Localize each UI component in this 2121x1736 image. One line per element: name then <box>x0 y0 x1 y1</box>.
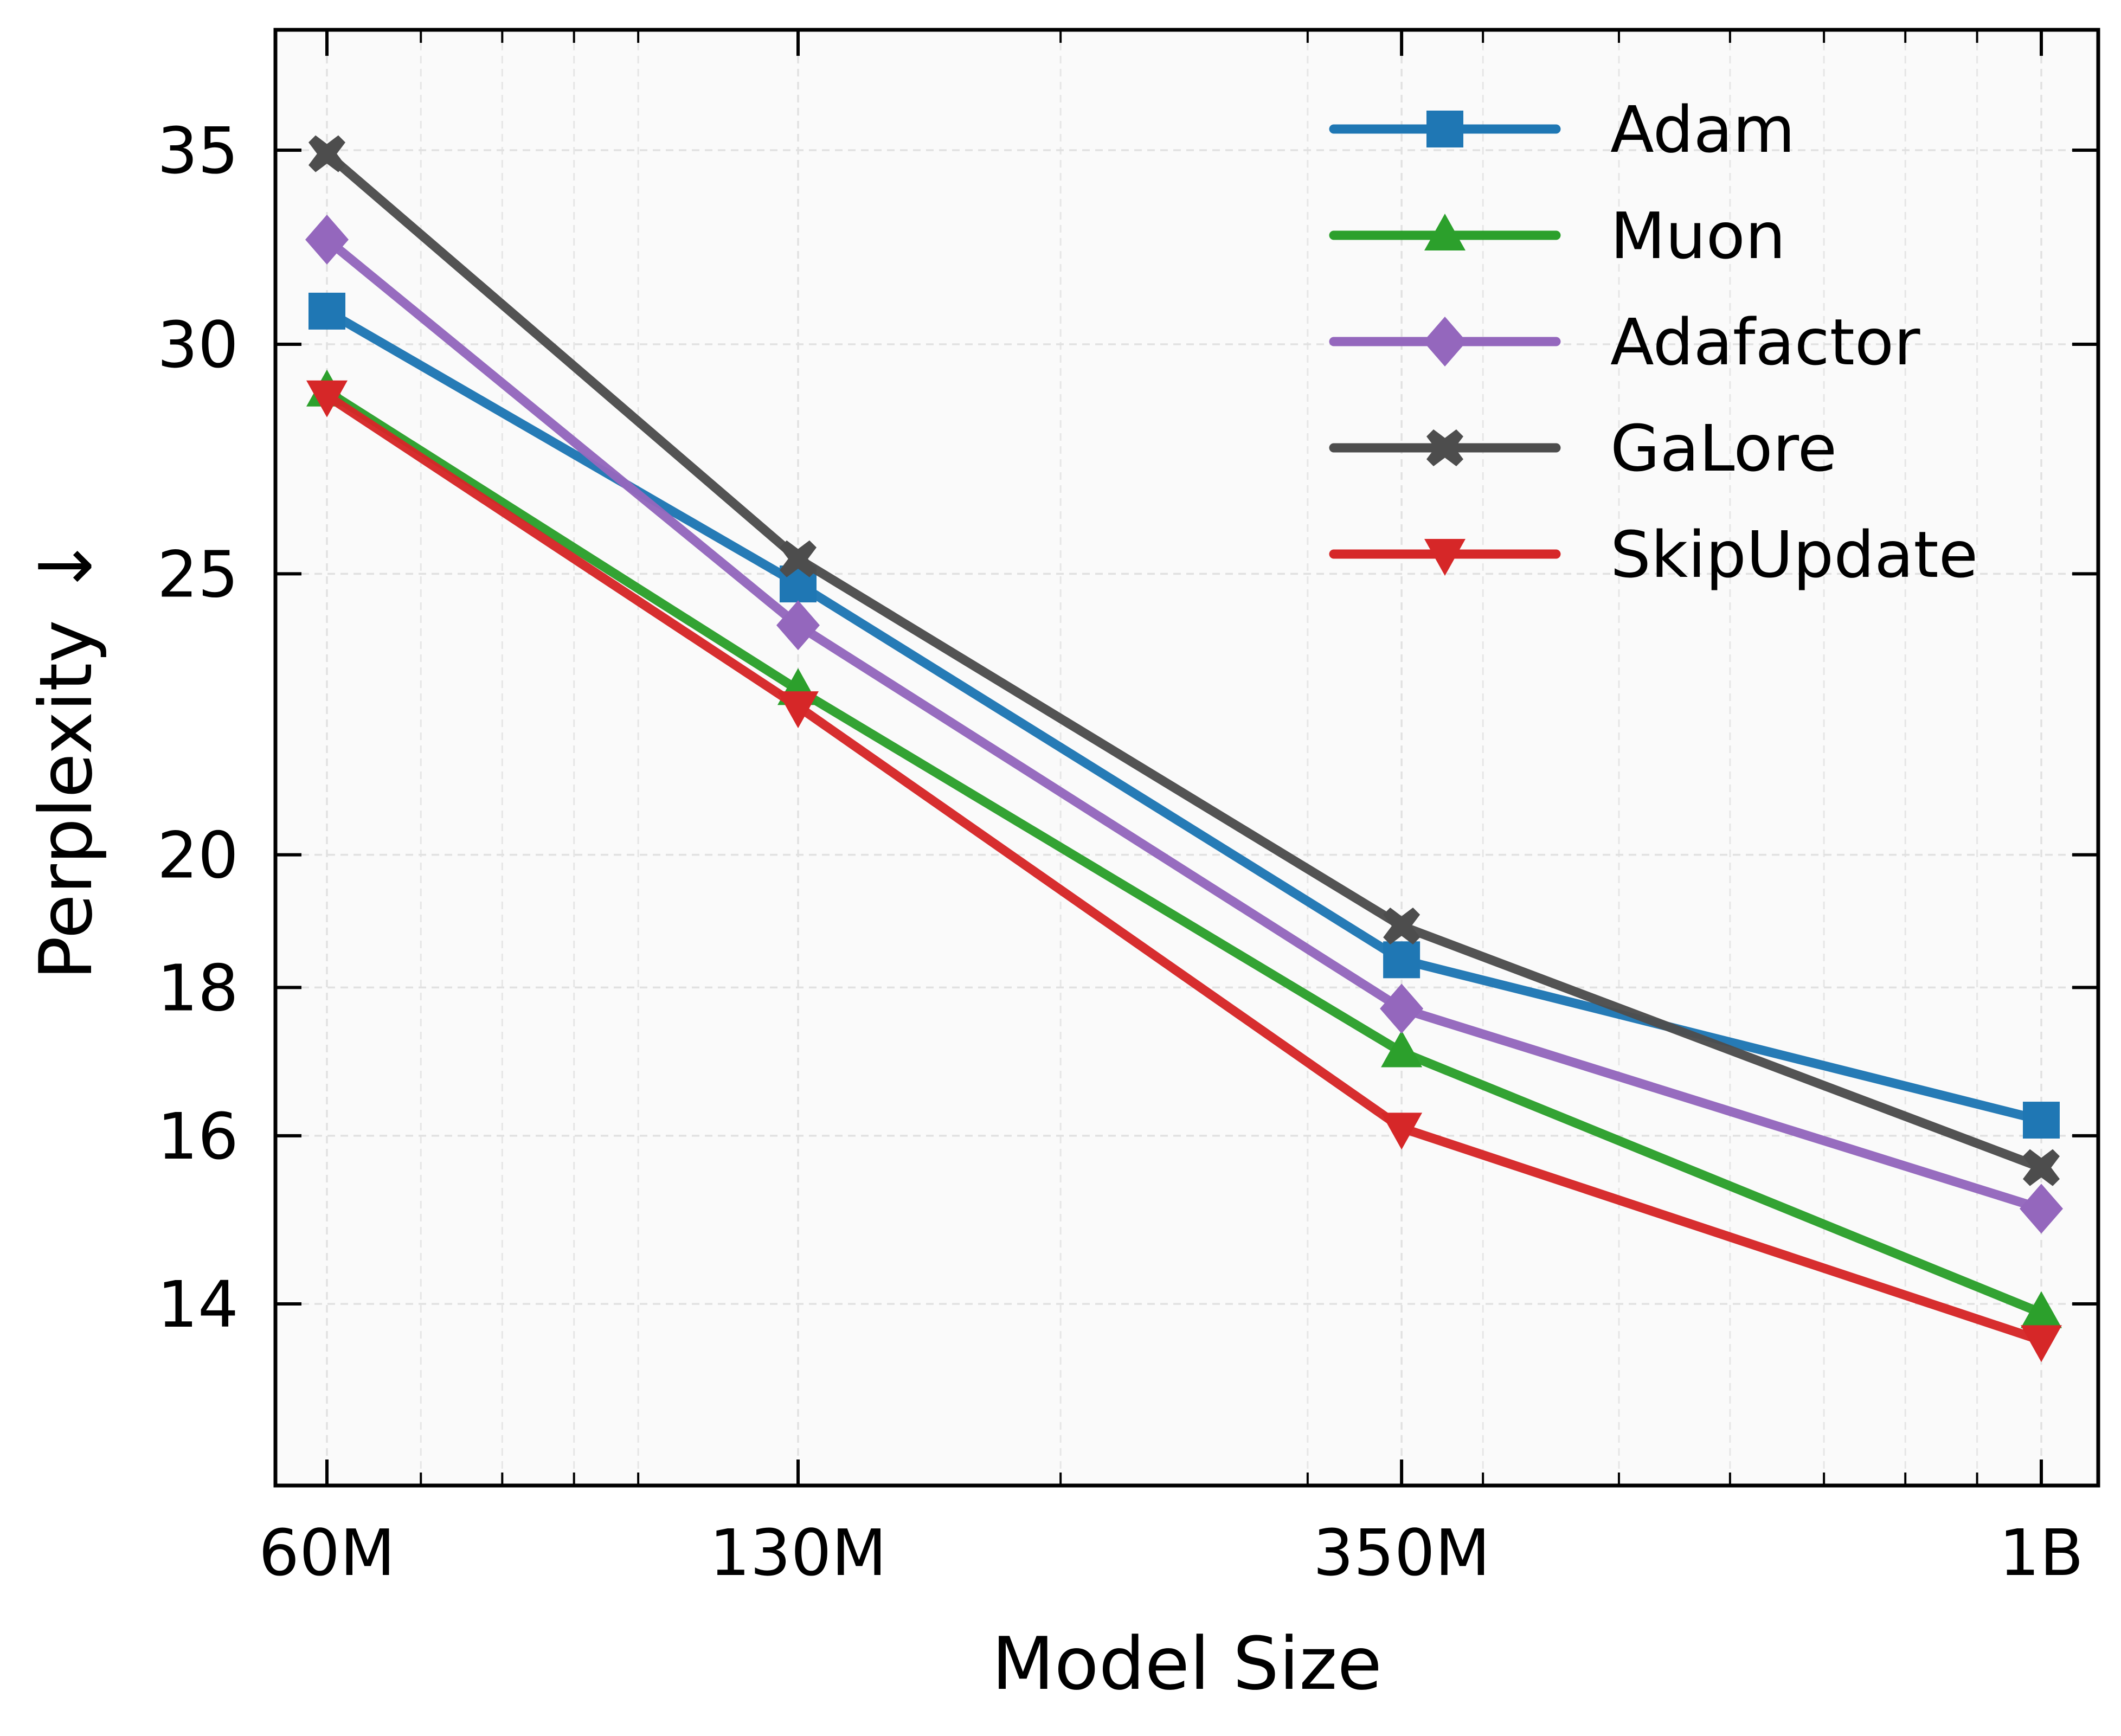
data-point-galore <box>779 540 817 577</box>
plot-background <box>275 30 2098 1486</box>
legend-item-adam: Adam <box>1329 92 1795 167</box>
data-point-muon <box>1381 1030 1423 1068</box>
legend-label-galore: GaLore <box>1610 411 1837 486</box>
legend-item-skipupdate: SkipUpdate <box>1329 517 1978 592</box>
legend-marker-muon <box>1424 214 1466 250</box>
data-point-adafactor <box>1380 983 1424 1034</box>
plot-frame <box>273 28 2100 1488</box>
data-point-skipupdate <box>777 691 819 729</box>
data-point-skipupdate <box>1381 1113 1423 1150</box>
series-skipupdate <box>306 380 2062 1362</box>
legend-marker-adam <box>1426 111 1463 147</box>
grid <box>275 30 2098 1486</box>
legend-marker-galore <box>1426 429 1463 466</box>
series-line-skipupdate <box>322 391 2046 1345</box>
legend-marker-adafactor <box>1423 317 1467 367</box>
series-adam <box>308 292 2060 1139</box>
data-point-adam <box>308 292 345 330</box>
ticks <box>275 30 2098 1486</box>
series-galore <box>308 135 2060 1186</box>
series-adafactor <box>305 214 2063 1234</box>
y-tick-label: 25 <box>157 537 239 612</box>
y-tick-label: 16 <box>157 1099 239 1174</box>
data-point-adafactor <box>305 214 349 265</box>
data-point-skipupdate <box>2021 1325 2062 1362</box>
x-tick-label: 1B <box>1999 1515 2084 1590</box>
data-point-skipupdate <box>306 380 348 417</box>
legend-label-muon: Muon <box>1610 198 1786 273</box>
series-line-muon <box>322 387 2046 1318</box>
y-tick-label: 20 <box>157 818 239 893</box>
series-layer <box>305 135 2063 1362</box>
legend-marker-skipupdate <box>1424 539 1466 576</box>
x-tick-label: 60M <box>259 1515 395 1590</box>
y-axis-label: Perplexity ↓ <box>24 536 108 980</box>
data-point-muon <box>2021 1291 2062 1328</box>
data-point-galore <box>308 135 345 172</box>
legend: Adam Muon Adafactor GaLore SkipUpdate <box>1329 92 1978 592</box>
data-point-adafactor <box>776 600 820 651</box>
tick-labels: 60M 130M 350M 1B 14 16 18 20 25 30 35 <box>157 113 2084 1590</box>
data-point-galore <box>1383 908 1421 945</box>
legend-label-adam: Adam <box>1610 92 1795 167</box>
y-tick-label: 35 <box>157 113 239 188</box>
legend-item-adafactor: Adafactor <box>1329 305 1920 380</box>
data-point-galore <box>2023 1149 2060 1186</box>
legend-item-muon: Muon <box>1329 198 1786 273</box>
data-point-adafactor <box>2020 1184 2063 1234</box>
series-line-galore <box>322 149 2046 1173</box>
legend-item-galore: GaLore <box>1329 411 1837 486</box>
data-point-adam <box>2023 1102 2060 1139</box>
y-tick-label: 18 <box>157 950 239 1025</box>
series-line-adam <box>322 306 2046 1125</box>
legend-label-adafactor: Adafactor <box>1610 305 1920 380</box>
x-tick-label: 130M <box>709 1515 886 1590</box>
y-tick-label: 30 <box>157 307 239 382</box>
series-line-adafactor <box>322 235 2046 1213</box>
y-tick-label: 14 <box>157 1267 239 1342</box>
x-axis-label: Model Size <box>992 1622 1382 1706</box>
x-tick-label: 350M <box>1313 1515 1490 1590</box>
data-point-adam <box>1383 941 1421 979</box>
legend-label-skipupdate: SkipUpdate <box>1610 517 1978 592</box>
